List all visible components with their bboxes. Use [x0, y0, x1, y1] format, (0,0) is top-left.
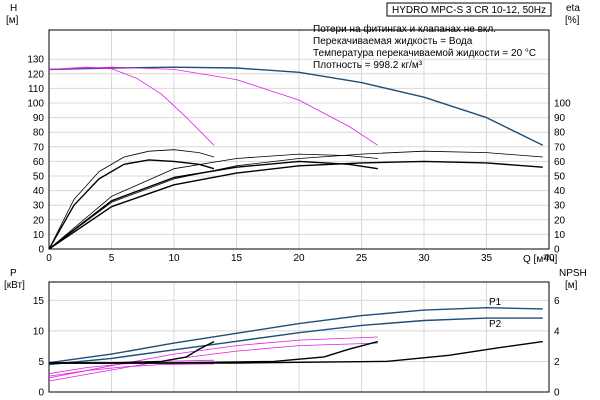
eta-2-line [48, 149, 215, 250]
head-y-tick-label: 50 [33, 172, 45, 183]
head-y2-tick-label: 60 [554, 157, 566, 168]
head-y-tick-label: 130 [27, 55, 44, 66]
head-y-tick-label: 10 [33, 230, 45, 241]
head-plot-frame [48, 29, 550, 250]
x-tick-label: 10 [168, 253, 180, 264]
legend-p2: P2 [489, 319, 502, 330]
eta-ylabel-line2: [%] [565, 15, 580, 26]
head-ylabel-line1: H [10, 3, 17, 14]
head-y-tick-label: 70 [33, 142, 45, 153]
eta-3-line [48, 160, 378, 250]
note-line: Плотность = 998.2 кг/м³ [313, 60, 423, 71]
head-y2-tick-label: 30 [554, 201, 566, 212]
head-y2-tick-label: 0 [554, 245, 560, 256]
power-panel: 0 5 10 15 0 2 4 6 P [кВт] NPSH [м] P1 P2 [4, 268, 587, 399]
head-y-tick-label: 110 [28, 84, 44, 95]
x-tick-label: 35 [481, 253, 493, 264]
head-grid [48, 30, 550, 250]
power-y-tick-label: 0 [38, 388, 44, 399]
p-partial-1a-line [48, 359, 215, 375]
x-tick-label: 40 [543, 253, 555, 264]
p-partial-1b-line [48, 363, 215, 377]
head-y-tick-label: 100 [27, 99, 44, 110]
x-tick-label: 30 [418, 253, 430, 264]
p1-full-line [48, 307, 543, 364]
chart-title: HYDRO MPC-S 3 CR 10-12, 50Hz [392, 5, 546, 16]
head-y2-tick-label: 100 [554, 99, 571, 110]
notes: Потери на фитингах и клапанах не вкл. Пе… [313, 23, 536, 71]
power-y2-tick-label: 6 [554, 296, 560, 307]
power-ticks: 0 5 10 15 0 2 4 6 [33, 296, 560, 399]
head-panel: 0 5 10 15 20 25 30 35 40010203040506070809010011… [6, 3, 580, 265]
head-y2-tick-label: 10 [554, 230, 566, 241]
x-tick-label: 20 [293, 253, 305, 264]
power-ylabel-line1: P [10, 268, 17, 279]
p-partial-2a-line [48, 336, 378, 379]
power-y-tick-label: 15 [33, 296, 45, 307]
note-line: Температура перекачиваемой жидкости = 20… [313, 48, 536, 59]
head-y2-tick-label: 50 [554, 172, 566, 183]
power-plot-frame [48, 281, 550, 393]
eta-ylabel-line1: eta [566, 3, 580, 14]
head-xlabel: Q [м³/ч] [523, 254, 558, 265]
eta-6-line [48, 150, 543, 250]
power-ylabel-line2: [кВт] [4, 280, 25, 291]
head-ylabel-line2: [м] [6, 15, 19, 26]
note-line: Перекачиваемая жидкость = Вода [313, 36, 473, 47]
head-y-tick-label: 90 [33, 113, 45, 124]
x-tick-label: 25 [356, 253, 368, 264]
note-line: Потери на фитингах и клапанах не вкл. [313, 23, 496, 35]
power-y-tick-label: 5 [38, 357, 44, 368]
x-tick-label: 0 [46, 253, 52, 264]
head-y-tick-label: 0 [38, 245, 44, 256]
head-y-tick-label: 80 [33, 128, 45, 139]
head-y-tick-label: 20 [33, 215, 45, 226]
eta-5-line [48, 160, 543, 250]
head-partial-1-line [48, 66, 215, 146]
eta-4-line [48, 153, 378, 250]
power-y-tick-label: 10 [33, 326, 45, 337]
x-tick-label: 15 [231, 253, 243, 264]
power-y2-tick-label: 2 [554, 357, 560, 368]
head-ticks: 0 5 10 15 20 25 30 35 40010203040506070809010011… [27, 55, 571, 264]
npsh-3-line [49, 340, 543, 364]
power-y2-tick-label: 0 [554, 388, 560, 399]
head-y-tick-label: 120 [27, 69, 44, 80]
head-y-tick-label: 40 [33, 186, 45, 197]
power-series [48, 307, 543, 382]
head-y-tick-label: 30 [33, 201, 45, 212]
head-partial-2-line [48, 66, 379, 146]
legend-p1: P1 [489, 297, 502, 308]
head-full-line [48, 66, 544, 146]
power-grid [48, 282, 550, 393]
head-y2-tick-label: 80 [554, 128, 566, 139]
head-y2-tick-label: 40 [554, 186, 566, 197]
npsh-ylabel-line2: [м] [565, 280, 578, 291]
head-y2-tick-label: 20 [554, 215, 566, 226]
title-box: HYDRO MPC-S 3 CR 10-12, 50Hz [386, 2, 552, 17]
x-tick-label: 5 [109, 253, 115, 264]
npsh-ylabel-line1: NPSH [559, 268, 587, 279]
head-y2-tick-label: 90 [554, 113, 566, 124]
power-y2-tick-label: 4 [554, 326, 560, 337]
p-partial-2b-line [48, 342, 378, 382]
p2-full-line [48, 317, 543, 366]
head-series [48, 66, 544, 250]
head-y2-tick-label: 70 [554, 142, 566, 153]
head-y-tick-label: 60 [33, 157, 45, 168]
eta-1-line [48, 159, 215, 250]
